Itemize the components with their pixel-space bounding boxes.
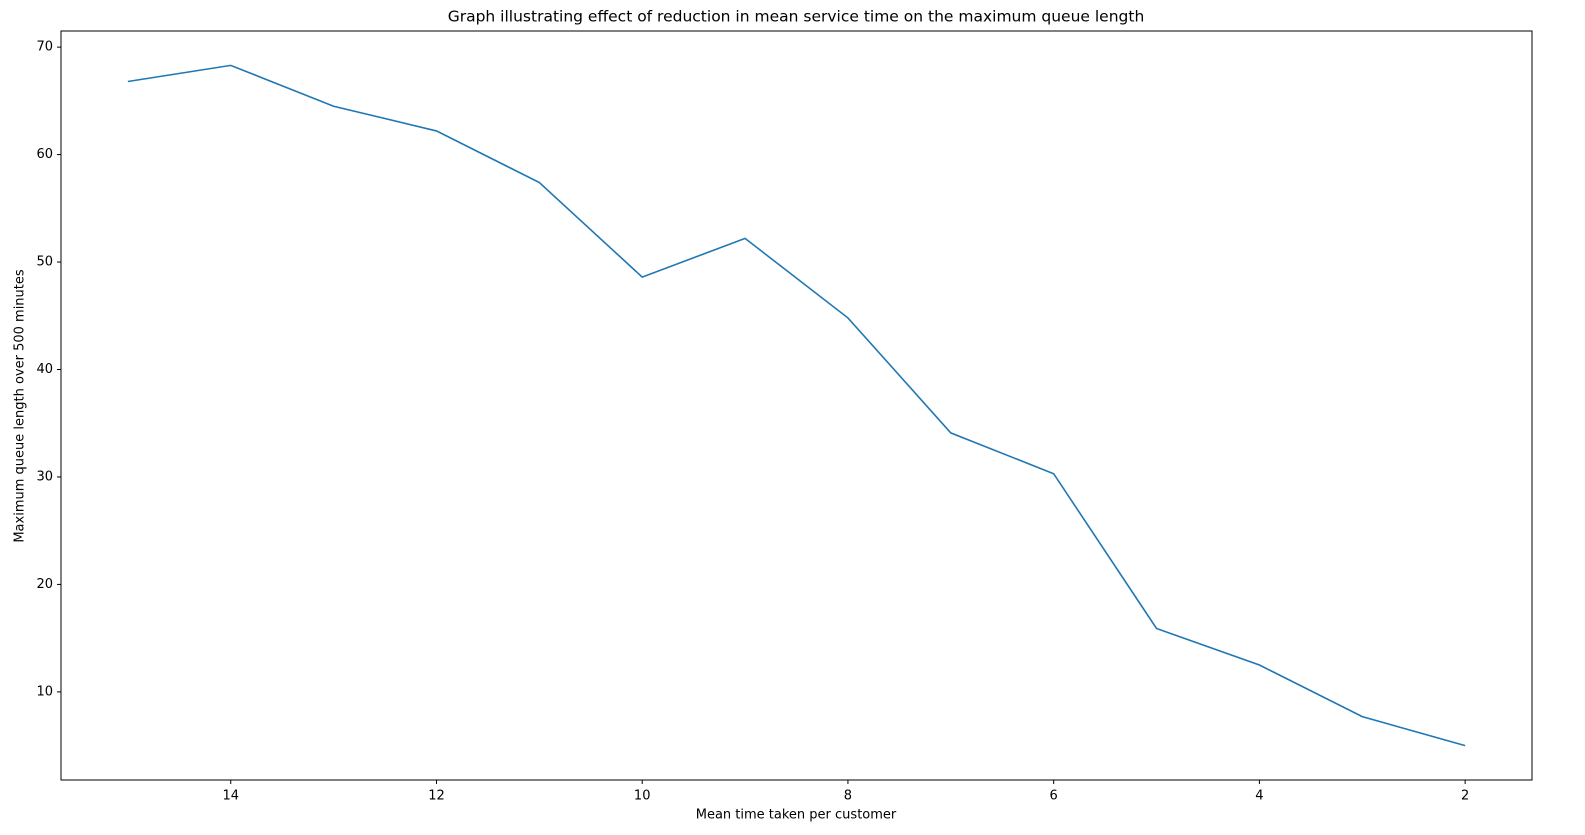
y-tick-label: 50 bbox=[36, 255, 53, 270]
y-tick-label: 40 bbox=[36, 362, 53, 377]
y-tick-label: 60 bbox=[36, 147, 53, 162]
plot-frame bbox=[60, 30, 1533, 781]
y-axis-label: Maximum queue length over 500 minutes bbox=[13, 269, 28, 543]
x-tick-label: 4 bbox=[1255, 789, 1263, 804]
x-tick-label: 6 bbox=[1050, 789, 1058, 804]
x-axis-label: Mean time taken per customer bbox=[696, 808, 897, 823]
x-tick-label: 14 bbox=[222, 789, 239, 804]
y-tick-label: 70 bbox=[36, 40, 53, 55]
y-tick-label: 20 bbox=[36, 577, 53, 592]
y-tick-label: 30 bbox=[36, 469, 53, 484]
x-tick-label: 8 bbox=[844, 789, 852, 804]
y-tick-label: 10 bbox=[36, 684, 53, 699]
x-tick-label: 12 bbox=[428, 789, 445, 804]
chart-title: Graph illustrating effect of reduction i… bbox=[448, 8, 1145, 26]
x-tick-label: 2 bbox=[1461, 789, 1469, 804]
data-line bbox=[127, 64, 1466, 747]
x-tick-label: 10 bbox=[634, 789, 651, 804]
